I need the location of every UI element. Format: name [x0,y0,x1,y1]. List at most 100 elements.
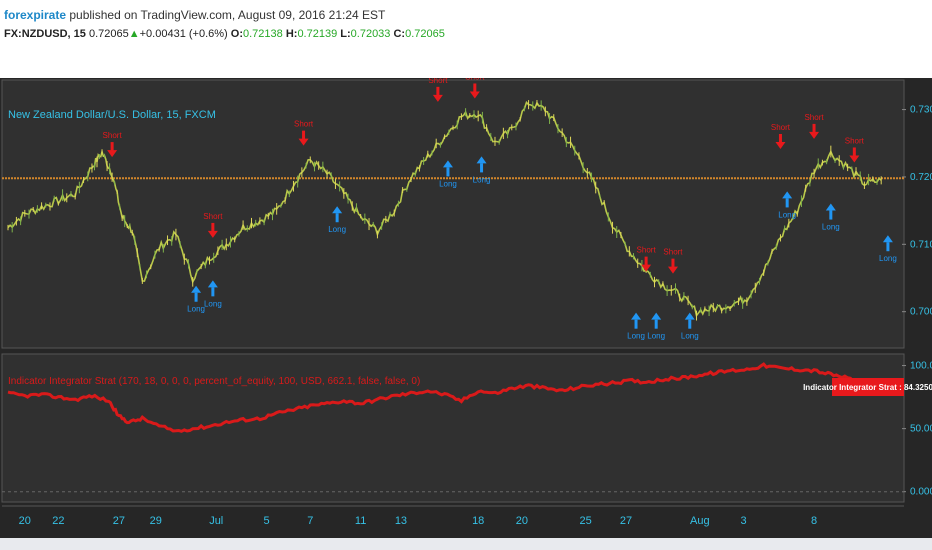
long-arrow-stem [688,319,692,329]
long-signal: Long [778,191,796,219]
short-arrow-stem [812,123,816,133]
indicator-axis-label: 100.0000 [910,361,932,372]
time-axis-label: 18 [472,515,484,527]
price-axis-label: 0.70000 [910,307,932,318]
long-signal: Long [627,312,645,341]
close-label: C: [393,28,406,40]
time-axis-label: 3 [740,515,746,527]
long-arrow-icon [684,312,695,320]
time-axis-label: 27 [113,515,125,527]
time-axis-label: 27 [620,515,632,527]
short-arrow-icon [641,264,652,272]
short-signal-label: Short [663,248,683,257]
short-arrow-stem [671,258,675,268]
long-arrow-icon [442,160,453,168]
time-axis-label: 11 [355,515,366,527]
equity-series [7,362,899,433]
long-signal: Long [879,235,897,263]
price-pane-title: New Zealand Dollar/U.S. Dollar, 15, FXCM [8,109,216,121]
short-arrow-stem [110,142,114,152]
short-arrow-icon [809,131,820,139]
long-signal: Long [328,206,346,234]
price-axis-label: 0.73000 [910,105,932,116]
high-value: 0.72139 [297,28,338,40]
trade-signals: ShortShortLongLongShortLongShortLongShor… [103,78,897,341]
long-signal-label: Long [627,332,645,341]
long-signal-label: Long [879,254,897,263]
long-signal-label: Long [328,225,346,234]
price-axis[interactable]: 0.73000 0.72000 0.71000 0.70000 [902,105,932,318]
symbol-label[interactable]: FX:NZDUSD, 15 [4,28,86,40]
short-signal-label: Short [637,246,657,255]
short-arrow-stem [211,222,215,232]
short-signal-label: Short [845,136,865,145]
time-axis[interactable]: 20 22 27 29 Jul 5 7 11 13 18 20 25 27 Aug 3 8 [2,505,904,527]
long-arrow-icon [825,203,836,211]
long-arrow-stem [446,167,450,177]
short-arrow-stem [778,134,782,143]
long-arrow-icon [631,312,642,320]
time-axis-label: 25 [580,515,592,527]
price-pane[interactable] [1,79,905,349]
short-arrow-icon [469,91,480,99]
open-label: O: [230,28,243,40]
short-arrow-icon [432,94,443,102]
long-signal: Long [681,312,699,341]
time-axis-label: 13 [395,515,407,527]
author-link[interactable]: forexpirate [4,8,67,22]
long-signal-label: Long [473,175,491,184]
indicator-axis[interactable]: 100.0000 50.0000 0.0000 [2,361,932,498]
long-signal: Long [204,280,222,308]
long-arrow-stem [785,198,789,208]
short-signal: Short [294,120,314,146]
chart-canvas[interactable]: New Zealand Dollar/U.S. Dollar, 15, FXCM… [0,78,932,538]
publish-header: forexpirate published on TradingView.com… [4,8,385,22]
short-arrow-icon [667,266,678,274]
long-arrow-stem [829,210,833,220]
short-signal-label: Short [804,113,824,122]
short-signal: Short [203,212,223,238]
long-signal: Long [473,156,491,184]
publish-info: published on TradingView.com, August 09,… [66,8,386,22]
short-signal: Short [637,246,657,272]
long-arrow-icon [782,191,793,199]
long-arrow-stem [886,242,890,252]
long-signal: Long [187,285,205,314]
long-signal-label: Long [778,210,796,219]
time-axis-label: 5 [264,515,270,527]
short-signal: Short [465,78,485,99]
long-signal-label: Long [681,332,699,341]
indicator-axis-label: 0.0000 [910,487,932,498]
long-signal-label: Long [204,299,222,308]
short-arrow-icon [775,142,786,149]
short-signal-label: Short [203,212,223,221]
short-arrow-stem [644,256,648,266]
short-arrow-icon [207,230,218,238]
long-signal: Long [822,203,840,232]
indicator-pane[interactable] [1,353,905,503]
short-arrow-icon [298,138,309,146]
short-arrow-stem [852,147,856,157]
high-label: H: [285,28,298,40]
short-signal-label: Short [294,120,314,129]
price-axis-label: 0.71000 [910,239,932,250]
short-arrow-stem [473,83,477,93]
price-series [7,100,882,321]
chart-frame[interactable]: New Zealand Dollar/U.S. Dollar, 15, FXCM… [0,78,932,538]
short-signal: Short [771,123,791,149]
time-axis-label: 22 [52,515,64,527]
long-arrow-stem [654,319,658,329]
short-signal: Short [804,113,824,139]
badge-text: Indicator Integrator Strat : 84.3250 [803,383,932,392]
short-signal-label: Short [465,78,485,81]
time-axis-label: 20 [516,515,528,527]
long-arrow-stem [211,287,215,297]
last-price: 0.72065 [88,28,129,40]
indicator-axis-label: 50.0000 [910,424,932,435]
price-change: +0.00431 (+0.6%) [139,28,228,40]
short-signal-label: Short [428,78,448,85]
short-signal-label: Short [103,131,123,140]
long-signal-label: Long [187,305,205,314]
low-label: L: [340,28,351,40]
short-arrow-icon [107,150,118,158]
